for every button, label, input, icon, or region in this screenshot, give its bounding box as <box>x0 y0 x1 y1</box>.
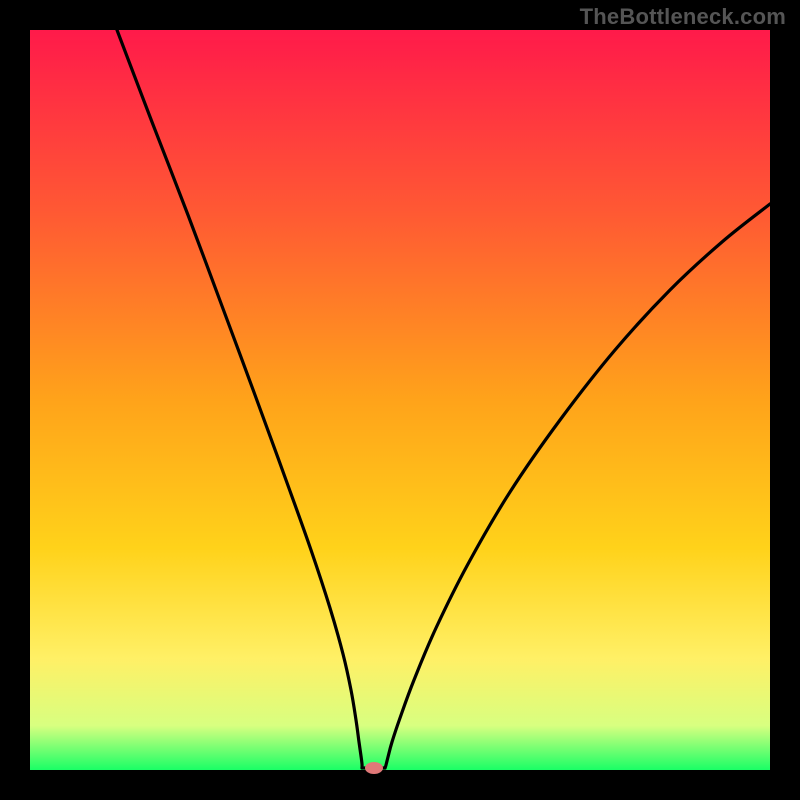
bottleneck-curve <box>30 30 770 770</box>
minimum-marker <box>365 762 383 774</box>
curve-right-branch <box>385 204 770 768</box>
curve-left-branch <box>117 30 362 768</box>
chart-frame: TheBottleneck.com <box>0 0 800 800</box>
watermark-text: TheBottleneck.com <box>580 4 786 30</box>
